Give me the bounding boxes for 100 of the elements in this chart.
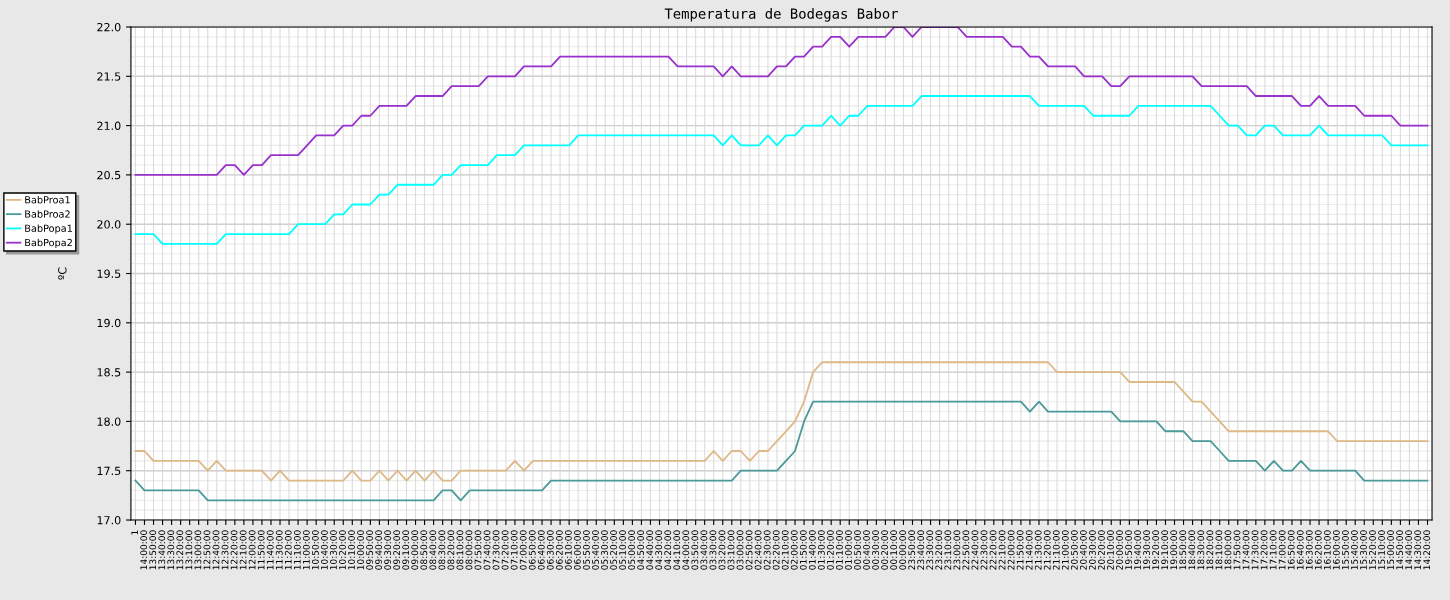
x-tick-label: 06:40:00: [537, 530, 545, 570]
x-tick-label: 16:40:00: [1296, 530, 1304, 570]
x-tick-label: 14:20:00: [1423, 530, 1431, 570]
x-tick-label: 13:10:00: [185, 530, 193, 570]
x-tick-label: 06:20:00: [555, 530, 563, 570]
x-tick-label: 19:20:00: [1152, 530, 1160, 570]
x-tick-label: 02:10:00: [781, 530, 789, 570]
x-tick-label: 15:50:00: [1341, 530, 1349, 570]
x-tick-label: 21:50:00: [1016, 530, 1024, 570]
x-tick-label: 12:10:00: [239, 530, 247, 570]
x-tick-label: 06:00:00: [573, 530, 581, 570]
x-tick-label: 07:20:00: [501, 530, 509, 570]
x-tick-label: 05:50:00: [583, 530, 590, 570]
x-tick-label: 06:50:00: [528, 530, 536, 570]
x-tick-label: 21:20:00: [1043, 530, 1051, 570]
x-tick-label: 19:50:00: [1125, 530, 1132, 570]
x-tick-label: 13:40:00: [158, 530, 166, 570]
x-tick-label: 16:20:00: [1314, 530, 1322, 570]
x-tick-label: 13:20:00: [176, 530, 184, 570]
x-tick-label: 21:30:00: [1034, 530, 1042, 570]
x-tick-label: 22:10:00: [998, 530, 1006, 570]
x-tick-label: 10:50:00: [311, 530, 319, 570]
x-tick-label: 03:40:00: [700, 530, 708, 570]
x-tick-label: 01:00:00: [845, 530, 852, 570]
x-tick-label: 02:40:00: [754, 530, 762, 570]
y-tick-label: 19.0: [97, 318, 121, 328]
x-tick-label: 03:10:00: [727, 530, 735, 570]
x-tick-label: 13:50:00: [149, 530, 157, 570]
x-tick-label: 09:30:00: [384, 530, 392, 570]
x-tick-label: 15:00:00: [1387, 530, 1394, 570]
x-tick-label: 04:30:00: [655, 530, 663, 570]
x-tick-label: 20:50:00: [1070, 530, 1078, 570]
chart-title: Temperatura de Bodegas Babor: [664, 8, 899, 22]
x-tick-label: 20:20:00: [1098, 530, 1105, 570]
x-tick-label: 17:10:00: [1269, 530, 1277, 570]
x-tick-label: 10:30:00: [330, 530, 337, 570]
x-tick-label: 21:10:00: [1052, 530, 1060, 570]
x-tick-label: 08:10:00: [456, 530, 464, 570]
x-tick-label: 22:00:00: [1007, 530, 1015, 570]
legend-label: BabPopa2: [25, 238, 72, 249]
x-tick-label: 19:40:00: [1134, 530, 1141, 570]
x-tick-label: 18:30:00: [1197, 530, 1205, 570]
x-tick-label: 09:40:00: [375, 530, 383, 570]
x-tick-label: 22:20:00: [989, 530, 997, 570]
x-tick-label: 17:30:00: [1251, 530, 1259, 570]
x-tick-label: 13:00:00: [194, 530, 202, 570]
x-tick-label: 22:30:00: [980, 530, 988, 570]
legend-label: BabPopa1: [25, 224, 72, 234]
x-tick-label: 21:00:00: [1061, 530, 1069, 570]
x-tick-label: 09:50:00: [366, 530, 373, 570]
x-tick-label: 19:00:00: [1170, 530, 1178, 570]
x-tick-label: 01:40:00: [808, 530, 816, 570]
x-tick-label: 07:10:00: [510, 530, 518, 570]
y-tick-label: 22.0: [97, 22, 121, 32]
x-tick-label: 03:30:00: [709, 530, 717, 570]
x-tick-label: 11:20:00: [284, 530, 292, 570]
x-tick-label: 02:00:00: [790, 530, 798, 570]
x-tick-label: 22:50:00: [962, 530, 970, 570]
x-tick-label: 04:10:00: [673, 530, 681, 570]
x-tick-label: 18:00:00: [1224, 530, 1232, 570]
x-tick-label: 00:10:00: [890, 530, 898, 570]
x-tick-label: 15:30:00: [1360, 530, 1367, 570]
x-tick-label: 09:20:00: [393, 530, 401, 570]
x-tick-label: 11:10:00: [293, 530, 301, 570]
x-tick-label: 04:40:00: [646, 530, 654, 570]
x-tick-label: 15:20:00: [1369, 530, 1376, 570]
line-series: [134, 400, 1429, 502]
x-tick-label: 20:40:00: [1079, 530, 1087, 570]
x-tick-label: 15:10:00: [1378, 530, 1385, 570]
x-tick-label: 20:00:00: [1116, 530, 1123, 570]
x-tick-label: 01:50:00: [799, 530, 807, 570]
y-tick-label: 18.5: [97, 368, 121, 377]
x-tick-label: 10:10:00: [348, 530, 355, 570]
x-tick-label: 12:20:00: [230, 530, 238, 570]
line-series: [134, 27, 1429, 176]
x-tick-label: 08:40:00: [429, 530, 437, 570]
x-tick-label: 14:00:00: [140, 530, 148, 570]
x-tick-label: 15:40:00: [1351, 530, 1358, 570]
x-tick-label: 01:10:00: [836, 530, 843, 570]
x-tick-label: 08:50:00: [420, 530, 428, 570]
y-tick-label: 19.5: [97, 269, 121, 278]
x-tick-label: 18:40:00: [1188, 530, 1196, 570]
x-tick-label: 18:50:00: [1179, 530, 1187, 570]
y-tick-label: 17.0: [97, 515, 121, 525]
x-tick-label: 08:30:00: [438, 530, 446, 570]
x-tick-label: 08:20:00: [447, 530, 455, 570]
x-tick-label: 13:30:00: [167, 530, 175, 570]
x-tick-label: 12:40:00: [212, 530, 220, 570]
x-tick-label: 05:10:00: [619, 530, 626, 570]
y-axis-title: ºC: [58, 267, 67, 280]
legend-label: BabProa2: [25, 210, 70, 218]
x-tick-label: 10:00:00: [357, 530, 364, 570]
x-tick-label: 1: [131, 530, 138, 535]
line-series: [134, 361, 1429, 482]
y-tick-label: 21.0: [97, 121, 121, 130]
x-tick-label: 17:20:00: [1260, 530, 1268, 570]
x-tick-label: 23:40:00: [917, 530, 925, 570]
x-tick-label: 16:50:00: [1287, 530, 1295, 570]
x-tick-label: 21:40:00: [1025, 530, 1033, 570]
x-tick-label: 00:20:00: [881, 530, 888, 570]
